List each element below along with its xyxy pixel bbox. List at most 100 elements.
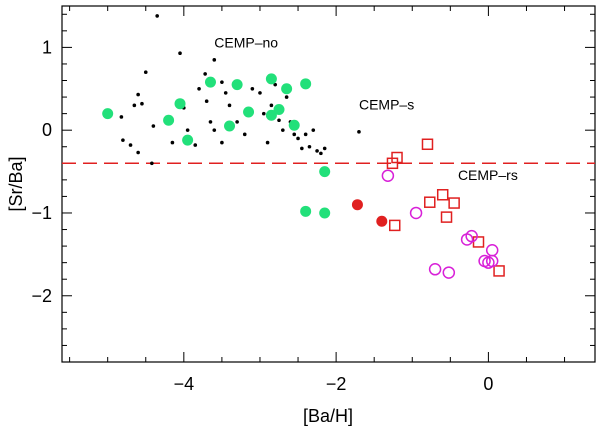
data-point xyxy=(223,91,228,95)
data-point xyxy=(212,128,217,132)
data-point xyxy=(185,128,190,132)
data-point xyxy=(258,91,262,95)
data-point xyxy=(485,243,499,257)
data-series xyxy=(102,14,505,279)
data-point xyxy=(273,103,285,115)
data-point xyxy=(227,103,232,108)
data-point xyxy=(421,138,434,151)
x-tick-label: −2 xyxy=(326,374,347,394)
data-point xyxy=(174,98,186,110)
data-point xyxy=(485,254,499,268)
data-point xyxy=(319,151,323,156)
data-point xyxy=(319,207,331,219)
x-tick-label: −4 xyxy=(174,374,195,394)
data-point xyxy=(119,115,124,119)
data-point xyxy=(376,215,388,227)
data-point xyxy=(322,146,327,151)
data-point xyxy=(197,86,201,91)
data-point xyxy=(357,130,361,134)
data-point xyxy=(220,80,224,84)
data-point xyxy=(284,95,289,99)
data-point xyxy=(315,149,319,153)
data-point xyxy=(493,265,505,277)
data-point xyxy=(212,58,217,62)
data-point xyxy=(102,108,114,120)
data-point xyxy=(121,138,125,142)
data-point xyxy=(204,76,216,88)
data-point xyxy=(409,206,423,220)
data-point xyxy=(288,119,300,131)
data-point xyxy=(220,140,224,145)
data-point xyxy=(300,146,304,151)
tick-labels: −4 −2 0 −2 −1 0 1 xyxy=(31,37,493,394)
data-point xyxy=(151,124,156,128)
data-point xyxy=(140,101,144,106)
annotation-label: CEMP–no xyxy=(214,34,278,50)
data-point xyxy=(424,196,436,208)
data-point xyxy=(178,51,182,55)
data-point xyxy=(261,111,266,116)
data-point xyxy=(269,103,274,108)
data-point xyxy=(442,266,456,279)
annotation-label: CEMP–s xyxy=(359,96,414,112)
data-point xyxy=(292,132,297,137)
data-point xyxy=(381,169,395,182)
annotation-label: CEMP–rs xyxy=(458,167,518,183)
data-point xyxy=(204,99,209,104)
data-point xyxy=(143,70,148,75)
y-tick-label: 0 xyxy=(42,120,52,140)
data-point xyxy=(163,114,175,126)
data-point xyxy=(182,134,194,146)
plot-frame xyxy=(61,5,596,363)
data-point xyxy=(250,86,255,91)
data-point xyxy=(273,82,278,87)
axis-ticks xyxy=(62,6,595,363)
series-black-dots xyxy=(119,14,361,166)
data-point xyxy=(128,143,133,147)
series-red-filled-circles xyxy=(351,199,388,227)
data-point xyxy=(307,144,312,149)
data-point xyxy=(388,219,401,232)
data-point xyxy=(300,205,312,217)
data-point xyxy=(277,118,281,123)
data-point xyxy=(155,14,159,18)
data-point xyxy=(428,263,442,276)
data-point xyxy=(386,157,399,170)
data-point xyxy=(265,109,277,121)
data-point xyxy=(472,236,485,248)
data-point xyxy=(132,103,137,108)
data-point xyxy=(303,132,308,137)
data-point xyxy=(136,150,140,155)
series-green-circles xyxy=(102,73,331,219)
data-point xyxy=(136,92,140,97)
data-point xyxy=(281,128,285,132)
data-point xyxy=(300,78,312,90)
data-point xyxy=(231,79,243,91)
data-point xyxy=(265,140,270,145)
y-axis-title: [Sr/Ba] xyxy=(6,156,26,211)
x-tick-label: 0 xyxy=(483,374,493,394)
data-point xyxy=(440,211,453,223)
data-point xyxy=(281,83,293,95)
data-point xyxy=(150,161,154,166)
data-point xyxy=(448,197,460,209)
data-point xyxy=(460,233,474,246)
data-point xyxy=(311,128,316,132)
data-point xyxy=(235,120,239,124)
data-point xyxy=(319,166,331,178)
data-point xyxy=(265,73,277,85)
y-tick-label: −1 xyxy=(31,203,52,223)
series-magenta-open-circles xyxy=(381,169,499,279)
y-tick-label: 1 xyxy=(42,37,52,57)
data-point xyxy=(242,132,247,137)
data-point xyxy=(351,199,363,211)
data-point xyxy=(224,120,236,132)
data-point xyxy=(203,72,207,76)
data-point xyxy=(193,143,198,147)
data-point xyxy=(436,189,449,201)
data-point xyxy=(208,120,213,124)
data-point xyxy=(296,136,300,141)
annotations: CEMP–no CEMP–s CEMP–rs xyxy=(214,34,518,182)
x-axis-title: [Ba/H] xyxy=(303,406,353,426)
